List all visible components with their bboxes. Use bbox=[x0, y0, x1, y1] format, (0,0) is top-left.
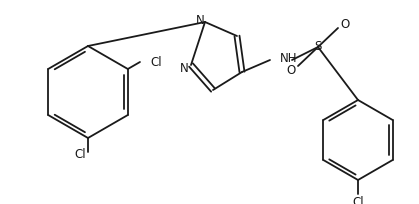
Text: N: N bbox=[196, 14, 204, 28]
Text: Cl: Cl bbox=[150, 55, 162, 69]
Text: Cl: Cl bbox=[75, 147, 86, 161]
Text: O: O bbox=[286, 64, 296, 78]
Text: S: S bbox=[314, 41, 322, 53]
Text: O: O bbox=[340, 19, 349, 31]
Text: Cl: Cl bbox=[352, 195, 364, 204]
Text: N: N bbox=[180, 62, 189, 75]
Text: NH: NH bbox=[280, 51, 297, 64]
